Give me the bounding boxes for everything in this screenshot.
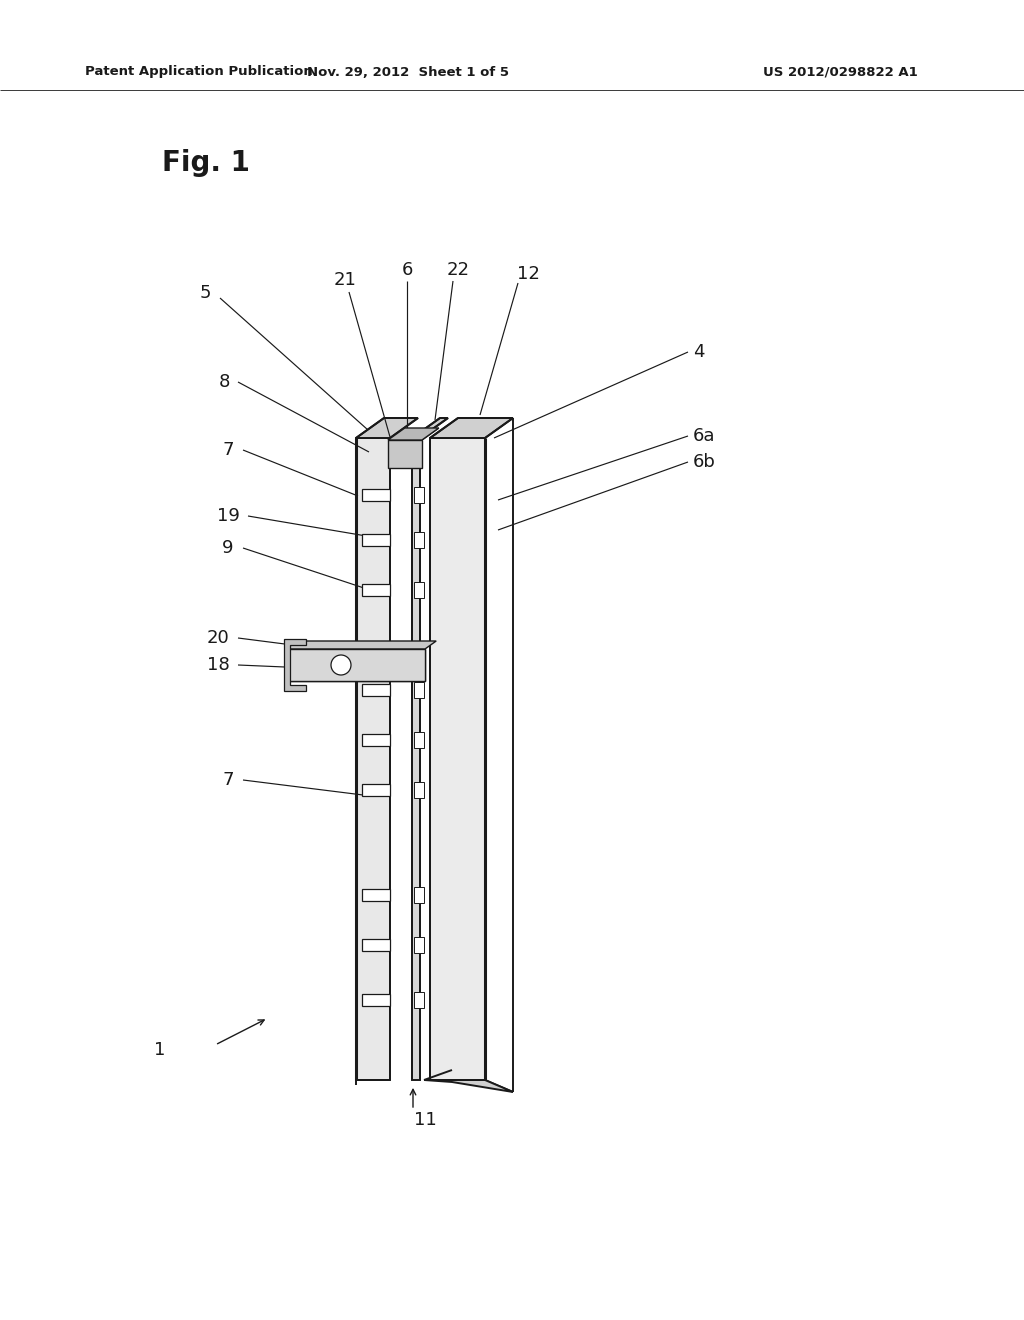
Polygon shape — [414, 937, 424, 953]
Polygon shape — [362, 888, 390, 902]
Text: 22: 22 — [446, 261, 469, 279]
Polygon shape — [412, 418, 449, 438]
Text: 11: 11 — [414, 1111, 436, 1129]
Polygon shape — [356, 418, 418, 438]
Text: Patent Application Publication: Patent Application Publication — [85, 66, 312, 78]
Text: 20: 20 — [207, 630, 229, 647]
Text: 8: 8 — [218, 374, 229, 391]
Text: 6: 6 — [401, 261, 413, 279]
Polygon shape — [362, 684, 390, 696]
Polygon shape — [362, 994, 390, 1006]
Text: US 2012/0298822 A1: US 2012/0298822 A1 — [763, 66, 918, 78]
Polygon shape — [430, 418, 513, 438]
Text: 6b: 6b — [693, 453, 716, 471]
Polygon shape — [284, 639, 306, 690]
Polygon shape — [362, 734, 390, 746]
Polygon shape — [430, 438, 485, 1080]
Text: 1: 1 — [155, 1041, 166, 1059]
Polygon shape — [362, 488, 390, 502]
Text: 6a: 6a — [693, 426, 716, 445]
Polygon shape — [414, 781, 424, 799]
Polygon shape — [414, 993, 424, 1008]
Polygon shape — [424, 1080, 513, 1092]
Polygon shape — [414, 582, 424, 598]
Polygon shape — [412, 438, 420, 1080]
Polygon shape — [414, 532, 424, 548]
Polygon shape — [286, 649, 425, 681]
Polygon shape — [362, 939, 390, 950]
Polygon shape — [286, 642, 436, 649]
Text: Nov. 29, 2012  Sheet 1 of 5: Nov. 29, 2012 Sheet 1 of 5 — [307, 66, 509, 78]
Text: 21: 21 — [334, 271, 356, 289]
Polygon shape — [414, 487, 424, 503]
Text: 5: 5 — [200, 284, 211, 302]
Text: 7: 7 — [222, 441, 233, 459]
Polygon shape — [362, 535, 390, 546]
Polygon shape — [388, 440, 422, 469]
Text: 19: 19 — [216, 507, 240, 525]
Text: 18: 18 — [207, 656, 229, 675]
Text: 12: 12 — [516, 265, 540, 282]
Polygon shape — [356, 438, 390, 1080]
Text: 4: 4 — [693, 343, 705, 360]
Polygon shape — [414, 682, 424, 698]
Polygon shape — [414, 733, 424, 748]
Polygon shape — [362, 583, 390, 597]
Text: 7: 7 — [222, 771, 233, 789]
Polygon shape — [362, 784, 390, 796]
Circle shape — [331, 655, 351, 675]
Text: Fig. 1: Fig. 1 — [162, 149, 250, 177]
Polygon shape — [414, 887, 424, 903]
Polygon shape — [388, 428, 439, 440]
Text: 9: 9 — [222, 539, 233, 557]
